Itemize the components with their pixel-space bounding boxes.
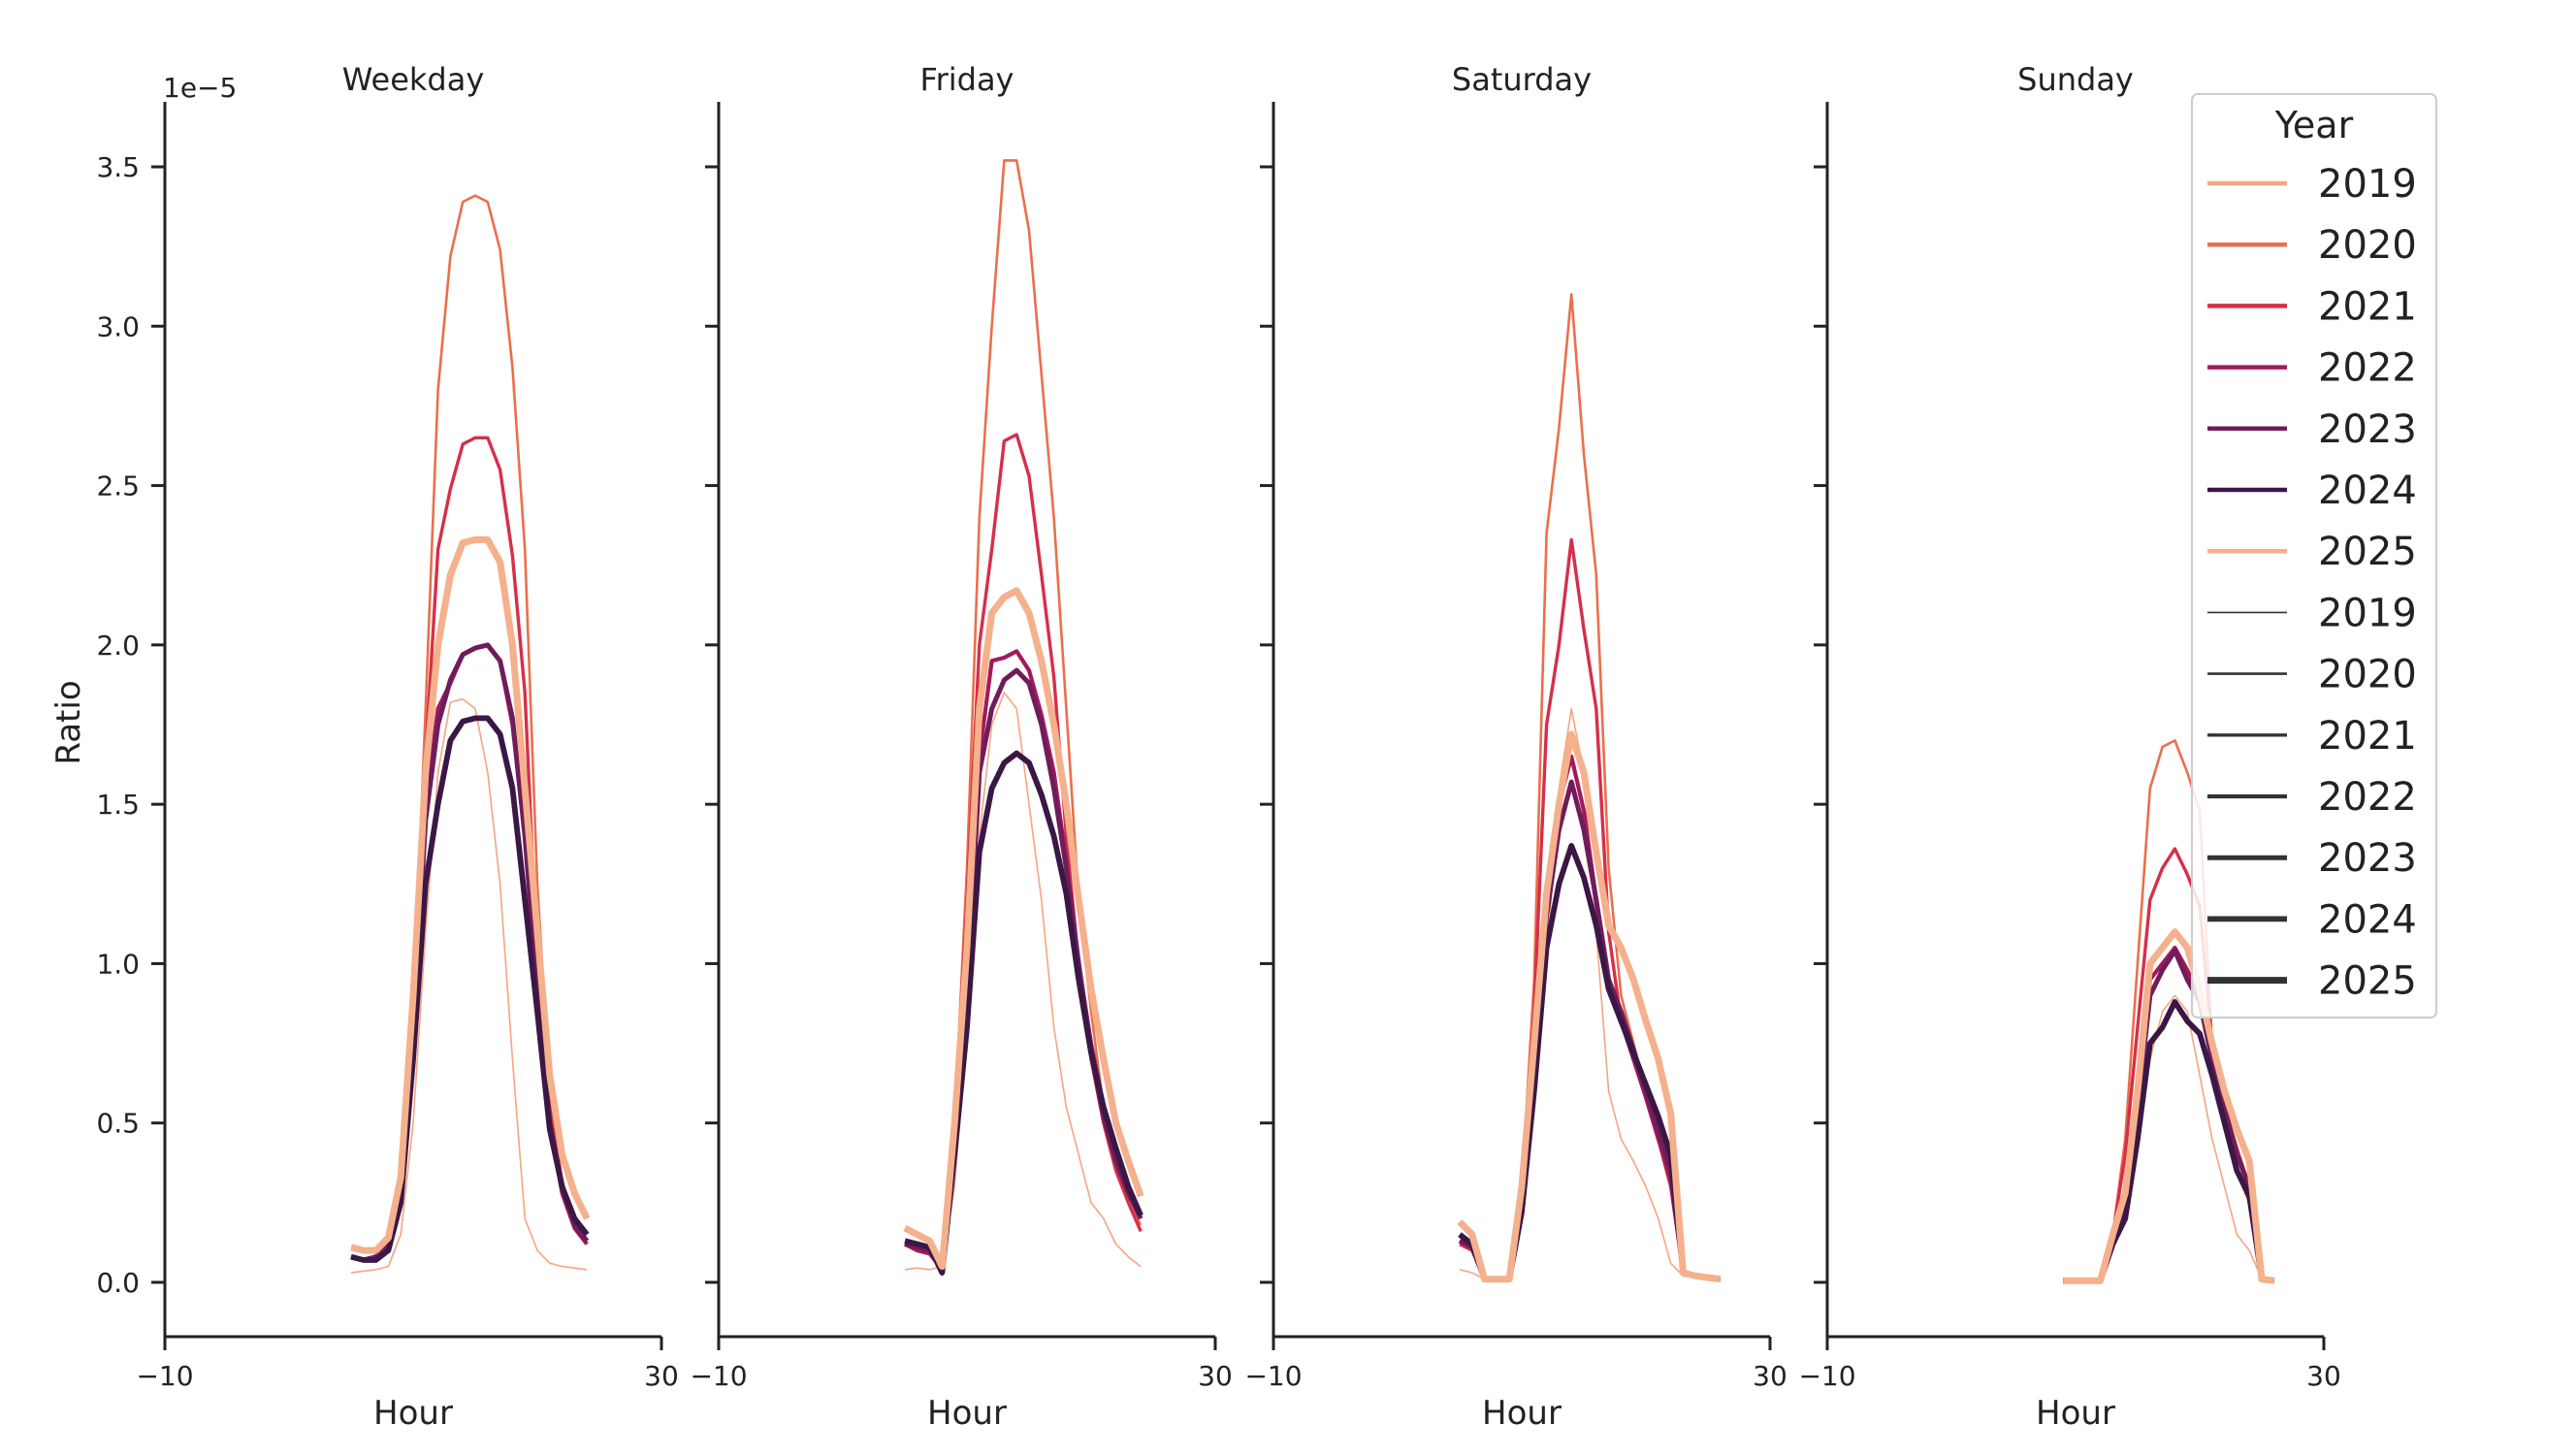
legend-label: 2022 — [2318, 346, 2417, 391]
y-tick-label: 2.0 — [96, 630, 140, 662]
legend-label: 2025 — [2318, 530, 2417, 574]
y-tick-label: 0.0 — [96, 1267, 140, 1299]
legend-label: 2024 — [2318, 469, 2417, 513]
legend-frame — [2191, 93, 2437, 1018]
legend-label: 2022 — [2318, 775, 2417, 820]
series-line-2025 — [903, 587, 1144, 1271]
series-line-2019 — [904, 692, 1142, 1271]
series-line-2022 — [1459, 754, 1722, 1281]
x-tick-label: 30 — [2306, 1360, 2341, 1392]
x-tick-label: −10 — [1244, 1360, 1302, 1392]
series-line-2022 — [904, 649, 1143, 1273]
legend-label: 2020 — [2318, 223, 2417, 268]
x-tick-label: 30 — [1198, 1360, 1233, 1392]
series-line-2023 — [350, 642, 590, 1263]
panel-title: Friday — [920, 61, 1014, 98]
series-line-2019 — [350, 697, 588, 1274]
legend-label: 2024 — [2318, 897, 2417, 942]
y-tick-label: 3.5 — [96, 151, 140, 183]
panel-sunday: Sunday −10 30 Hour — [1798, 61, 2340, 1433]
y-tick-label: 2.5 — [96, 470, 140, 502]
x-tick-label: 30 — [644, 1360, 679, 1392]
legend-label: 2021 — [2318, 284, 2417, 329]
series-line-2025 — [350, 535, 591, 1254]
y-axis-label: Ratio — [49, 680, 88, 764]
legend-title: Year — [2274, 104, 2354, 146]
y-tick-label: 3.0 — [96, 310, 140, 342]
series-line-2024 — [904, 750, 1143, 1276]
legend-label: 2025 — [2318, 959, 2417, 1004]
y-offset-label: 1e−5 — [163, 72, 237, 104]
legend-label: 2023 — [2318, 407, 2417, 452]
panel-title: Sunday — [2017, 61, 2134, 98]
series-line-2020 — [904, 159, 1143, 1268]
legend-label: 2019 — [2318, 162, 2417, 207]
legend-label: 2023 — [2318, 836, 2417, 881]
series-line-2024 — [350, 715, 590, 1263]
series-line-2022 — [350, 642, 589, 1263]
legend-label: 2020 — [2318, 653, 2417, 697]
legend-label: 2021 — [2318, 714, 2417, 759]
series-line-2021 — [904, 433, 1143, 1269]
x-tick-label: −10 — [136, 1360, 193, 1392]
x-tick-label: 30 — [1753, 1360, 1787, 1392]
y-tick-label: 1.0 — [96, 948, 140, 980]
series-line-2025 — [2063, 928, 2275, 1284]
series-line-2025 — [1457, 730, 1722, 1283]
x-axis-label: Hour — [2036, 1394, 2115, 1433]
x-axis-label: Hour — [927, 1394, 1007, 1433]
y-tick-label: 0.5 — [96, 1108, 140, 1140]
panel-weekday: Weekday 0.0 0.5 1.0 1.5 2.0 2.5 3.0 3.5 −10 30 Hour — [96, 61, 678, 1433]
y-tick-label: 1.5 — [96, 789, 140, 821]
series-line-2023 — [1458, 779, 1722, 1282]
panel-saturday: Saturday −10 30 Hour — [1244, 61, 1787, 1433]
series-line-2020 — [1459, 293, 1721, 1280]
x-axis-label: Hour — [373, 1394, 453, 1433]
x-tick-label: −10 — [690, 1360, 747, 1392]
panel-title: Saturday — [1452, 61, 1592, 98]
x-axis-label: Hour — [1482, 1394, 1562, 1433]
legend: Year 2019 2020 2021 2022 2023 2024 2025 2019 2020… — [2191, 93, 2437, 1018]
legend-label: 2019 — [2318, 591, 2417, 635]
panel-title: Weekday — [342, 61, 485, 98]
panel-friday: Friday −10 30 Hour — [690, 61, 1232, 1433]
x-tick-label: −10 — [1798, 1360, 1855, 1392]
